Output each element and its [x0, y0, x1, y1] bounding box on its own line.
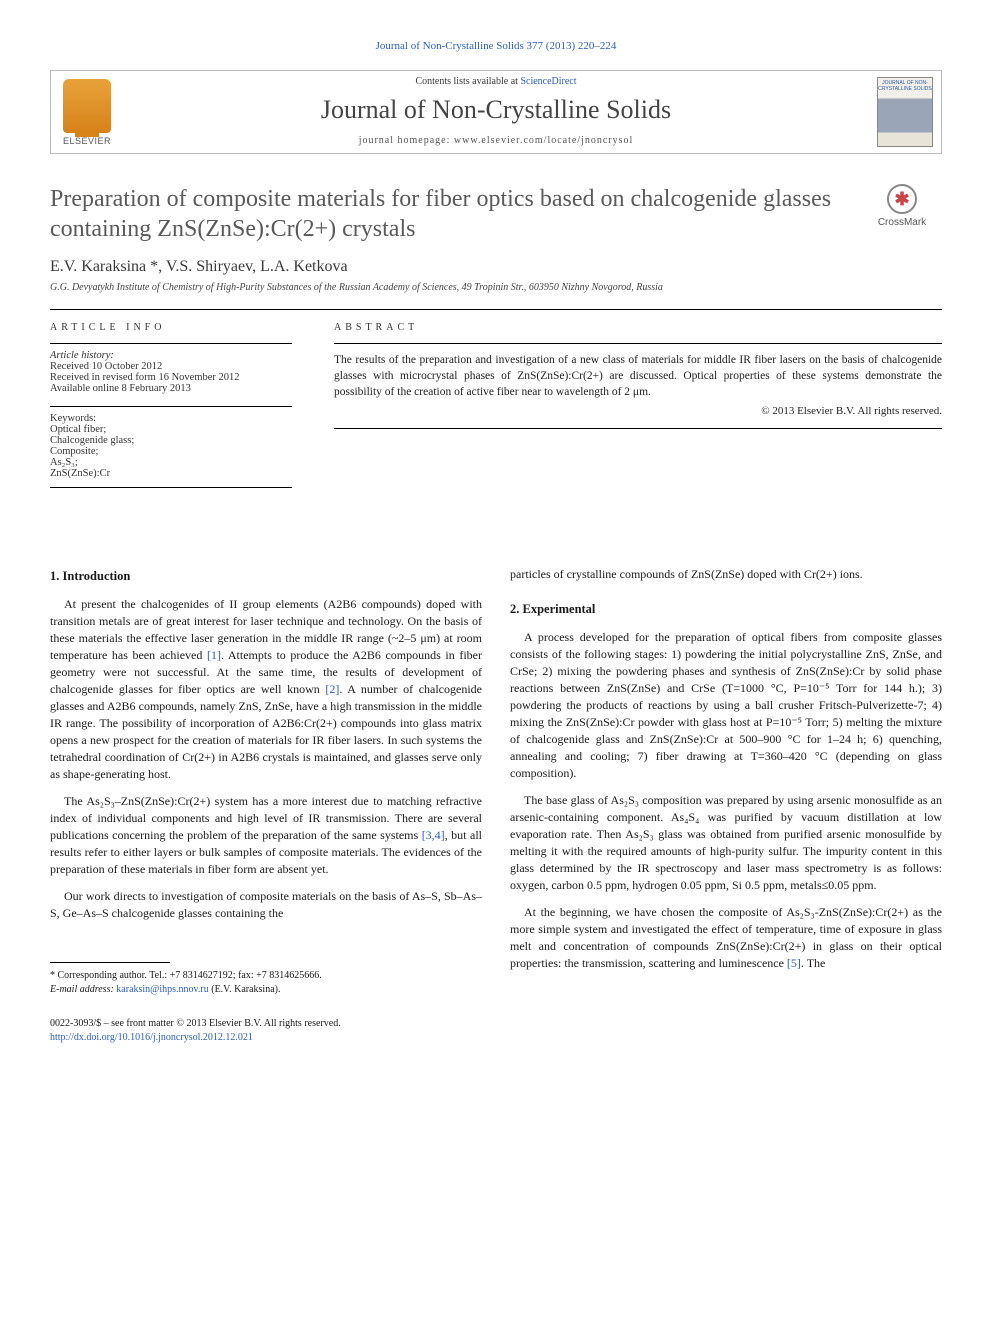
affiliation: G.G. Devyatykh Institute of Chemistry of… — [50, 282, 942, 293]
keywords-label: Keywords: — [50, 413, 292, 424]
history-online: Available online 8 February 2013 — [50, 383, 292, 394]
ref-link[interactable]: [2] — [325, 682, 339, 696]
email-line: E-mail address: karaksin@ihps.nnov.ru (E… — [50, 983, 482, 997]
corresponding-author: * Corresponding author. Tel.: +7 8314627… — [50, 969, 482, 983]
email-label: E-mail address: — [50, 984, 116, 995]
footnote-separator — [50, 962, 170, 963]
abstract-heading: abstract — [334, 322, 942, 333]
contents-line: Contents lists available at ScienceDirec… — [133, 76, 859, 87]
ref-link[interactable]: [1] — [207, 648, 221, 662]
issn-line: 0022-3093/$ – see front matter © 2013 El… — [50, 1017, 942, 1031]
article-title: Preparation of composite materials for f… — [50, 184, 862, 244]
section-exp-heading: 2. Experimental — [510, 601, 942, 619]
left-column: 1. Introduction At present the chalcogen… — [50, 566, 482, 997]
bottom-block: 0022-3093/$ – see front matter © 2013 El… — [50, 1017, 942, 1045]
top-citation: Journal of Non-Crystalline Solids 377 (2… — [50, 40, 942, 52]
article-info-col: article info Article history: Received 1… — [50, 310, 310, 502]
exp-p2: The base glass of As₂S₃ composition was … — [510, 792, 942, 894]
history-revised: Received in revised form 16 November 201… — [50, 372, 292, 383]
email-address[interactable]: karaksin@ihps.nnov.ru — [116, 984, 208, 995]
right-column: particles of crystalline compounds of Zn… — [510, 566, 942, 997]
exp-p1: A process developed for the preparation … — [510, 629, 942, 782]
journal-header: ELSEVIER Contents lists available at Sci… — [50, 70, 942, 154]
cover-title: JOURNAL OF NON-CRYSTALLINE SOLIDS — [878, 78, 932, 92]
article-info-heading: article info — [50, 322, 292, 333]
ref-link[interactable]: [3,4] — [422, 828, 445, 842]
abstract-text: The results of the preparation and inves… — [334, 354, 942, 398]
abstract-col: abstract The results of the preparation … — [310, 310, 942, 502]
intro-p1: At present the chalcogenides of II group… — [50, 596, 482, 783]
abstract-box: The results of the preparation and inves… — [334, 343, 942, 429]
publisher-name: ELSEVIER — [63, 136, 111, 146]
abstract-copyright: © 2013 Elsevier B.V. All rights reserved… — [334, 404, 942, 419]
journal-homepage[interactable]: journal homepage: www.elsevier.com/locat… — [133, 135, 859, 146]
doi-link[interactable]: http://dx.doi.org/10.1016/j.jnoncrysol.2… — [50, 1031, 942, 1045]
exp-p3: At the beginning, we have chosen the com… — [510, 904, 942, 972]
sciencedirect-link[interactable]: ScienceDirect — [520, 76, 576, 87]
journal-cover-thumb: JOURNAL OF NON-CRYSTALLINE SOLIDS — [869, 71, 941, 153]
section-intro-heading: 1. Introduction — [50, 568, 482, 586]
crossmark-label: CrossMark — [878, 217, 926, 228]
keywords-block: Keywords: Optical fiber; Chalcogenide gl… — [50, 406, 292, 488]
intro-p2: The As₂S₃–ZnS(ZnSe):Cr(2+) system has a … — [50, 793, 482, 878]
history-received: Received 10 October 2012 — [50, 361, 292, 372]
body-columns: 1. Introduction At present the chalcogen… — [50, 566, 942, 997]
publisher-logo: ELSEVIER — [51, 71, 123, 153]
authors-text: E.V. Karaksina *, V.S. Shiryaev, L.A. Ke… — [50, 258, 348, 275]
intro-p3: Our work directs to investigation of com… — [50, 888, 482, 922]
contents-prefix: Contents lists available at — [415, 76, 520, 87]
intro-continuation: particles of crystalline compounds of Zn… — [510, 566, 942, 583]
footnote-block: * Corresponding author. Tel.: +7 8314627… — [50, 969, 482, 997]
crossmark-badge[interactable]: ✱ CrossMark — [862, 184, 942, 228]
cover-image: JOURNAL OF NON-CRYSTALLINE SOLIDS — [877, 77, 933, 147]
authors-line: E.V. Karaksina *, V.S. Shiryaev, L.A. Ke… — [50, 258, 942, 276]
email-suffix: (E.V. Karaksina). — [209, 984, 281, 995]
ref-link[interactable]: [5] — [787, 956, 801, 970]
article-history: Article history: Received 10 October 201… — [50, 343, 292, 394]
journal-name: Journal of Non-Crystalline Solids — [133, 95, 859, 125]
crossmark-icon: ✱ — [887, 184, 917, 214]
keywords-list: Optical fiber; Chalcogenide glass; Compo… — [50, 424, 292, 479]
elsevier-tree-icon — [63, 79, 111, 133]
header-center: Contents lists available at ScienceDirec… — [123, 71, 869, 153]
history-label: Article history: — [50, 350, 292, 361]
